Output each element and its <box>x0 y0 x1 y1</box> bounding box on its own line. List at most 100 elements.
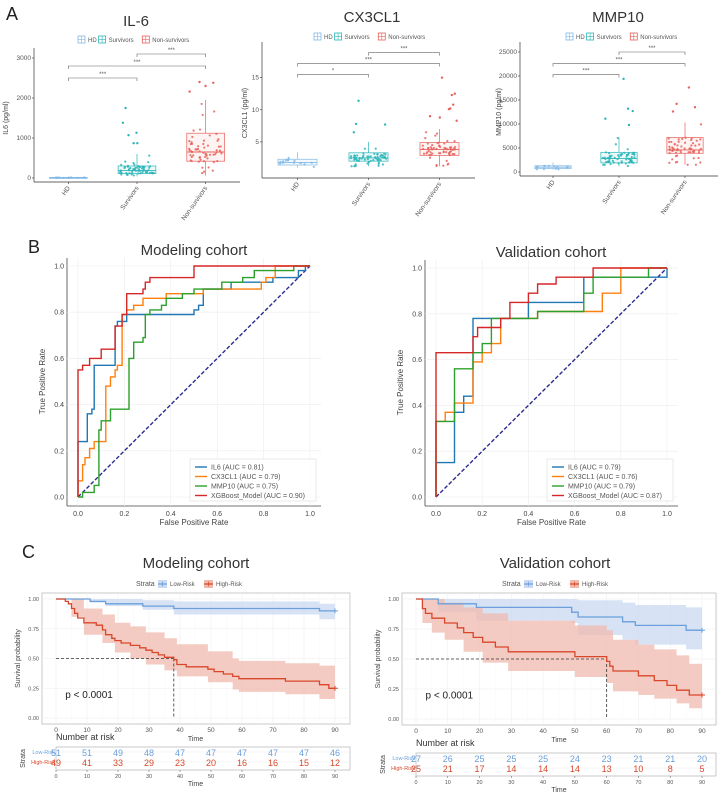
data-point <box>697 149 701 152</box>
risk-x-tick-label: 0 <box>54 774 57 780</box>
y-tick-label: 0.75 <box>388 627 399 633</box>
legend-box <box>189 458 317 502</box>
risk-count: 29 <box>144 758 154 768</box>
data-point <box>626 153 630 156</box>
boxplot-il6: IL-6 HD Survivors Non-survivors 0 1000 2000 300… <box>3 13 240 222</box>
legend: Strata Low-Risk High-Risk <box>136 580 243 588</box>
outlier-point <box>127 134 130 137</box>
data-point <box>679 151 682 154</box>
data-point <box>215 132 218 135</box>
risk-count: 47 <box>268 748 278 758</box>
x-tick-label: Survivors <box>351 181 373 208</box>
bracket-line <box>68 65 206 69</box>
data-point <box>217 138 220 141</box>
legend-label: Survivors <box>597 35 622 41</box>
y-tick-label: 0.00 <box>388 717 399 723</box>
outlier-point <box>455 119 458 122</box>
data-point <box>148 171 152 175</box>
data-point <box>671 149 674 152</box>
data-point <box>148 154 151 157</box>
x-tick-label: 80 <box>300 727 308 734</box>
legend-label: Low-Risk <box>536 582 562 588</box>
data-point <box>198 128 202 131</box>
data-point <box>428 153 431 157</box>
bracket-line <box>297 63 440 67</box>
significance-bracket: *** <box>68 72 138 81</box>
data-point <box>204 152 207 156</box>
data-point <box>369 159 372 163</box>
data-point <box>681 137 684 141</box>
risk-count: 33 <box>113 758 123 768</box>
risk-table-frame <box>415 752 717 777</box>
data-point <box>363 147 366 150</box>
data-point <box>201 113 204 117</box>
data-point <box>428 156 432 159</box>
data-point <box>439 152 442 155</box>
y-tick-label: 15000 <box>499 97 517 104</box>
data-point <box>608 152 611 155</box>
data-point <box>201 166 204 169</box>
outlier-point <box>693 106 697 109</box>
data-point <box>141 171 144 174</box>
data-point <box>377 162 380 166</box>
risk-row-label: High-Risk <box>31 760 55 766</box>
data-point <box>207 166 210 169</box>
data-point <box>668 161 671 165</box>
risk-count: 25 <box>538 754 548 764</box>
data-point <box>143 165 146 168</box>
x-tick-label: 1.0 <box>662 511 672 518</box>
bracket-line <box>618 51 686 55</box>
data-point <box>453 139 456 143</box>
legend: HD Survivors Non-survivors <box>313 32 425 41</box>
box-iqr <box>117 165 157 174</box>
data-point <box>76 176 79 179</box>
y-tick-label: 0.50 <box>388 657 399 663</box>
data-point <box>203 155 207 158</box>
risk-count: 47 <box>206 748 216 758</box>
legend-label: HD <box>324 35 333 41</box>
risk-count: 16 <box>268 758 278 768</box>
significance-bracket: *** <box>618 46 686 55</box>
data-point <box>373 152 376 155</box>
x-tick-label: 30 <box>145 727 153 734</box>
risk-count: 51 <box>82 748 92 758</box>
y-axis-label: True Positive Rate <box>396 349 405 415</box>
risk-x-tick-label: 30 <box>508 780 514 786</box>
data-point <box>219 145 222 148</box>
y-tick-label: 1000 <box>17 135 32 142</box>
data-point <box>374 147 377 150</box>
data-point <box>215 149 218 152</box>
data-point <box>208 153 212 156</box>
data-point <box>604 151 608 154</box>
data-point <box>191 150 194 154</box>
risk-count: 17 <box>475 764 485 774</box>
data-point <box>312 165 315 169</box>
data-point <box>369 155 372 158</box>
roc-line-xgboost_model <box>435 267 667 497</box>
legend: HD Survivors Non-survivors <box>565 32 677 41</box>
data-point <box>215 151 218 154</box>
data-point <box>616 158 619 161</box>
risk-x-tick-label: 60 <box>239 774 245 780</box>
y-tick-label: 5000 <box>503 145 518 152</box>
risk-x-tick-label: 80 <box>667 780 673 786</box>
x-tick-label: 0 <box>414 728 418 735</box>
x-tick-label: 80 <box>667 728 675 735</box>
data-point <box>310 161 313 164</box>
legend: IL6 (AUC = 0.81) CX3CL1 (AUC = 0.79) MMP10… <box>189 458 317 502</box>
legend-label: Non-survivors <box>152 38 189 44</box>
data-point <box>694 144 697 147</box>
x-tick-label: 0.4 <box>166 511 176 518</box>
data-point <box>431 152 434 155</box>
x-tick-label: 10 <box>444 728 452 735</box>
risk-count: 46 <box>330 748 340 758</box>
data-point <box>188 139 191 143</box>
risk-count: 14 <box>506 764 516 774</box>
data-point <box>202 139 206 142</box>
significance-label: *** <box>582 69 590 75</box>
data-point <box>609 163 612 166</box>
y-tick-label: 0.00 <box>28 716 39 722</box>
risk-row-label: Low-Risk <box>392 756 415 762</box>
